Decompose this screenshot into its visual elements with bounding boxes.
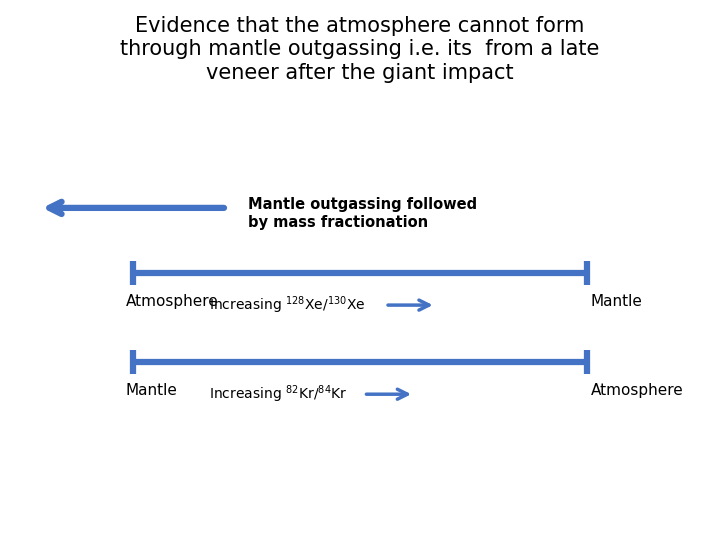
Text: Atmosphere: Atmosphere [590,383,683,399]
Text: Evidence that the atmosphere cannot form
through mantle outgassing i.e. its  fro: Evidence that the atmosphere cannot form… [120,16,600,83]
Text: Atmosphere: Atmosphere [126,294,219,309]
Text: Mantle: Mantle [590,294,642,309]
Text: Mantle outgassing followed
by mass fractionation: Mantle outgassing followed by mass fract… [248,197,477,230]
Text: Increasing $^{128}$Xe/$^{130}$Xe: Increasing $^{128}$Xe/$^{130}$Xe [209,294,365,316]
Text: Increasing $^{82}$Kr/$^{84}$Kr: Increasing $^{82}$Kr/$^{84}$Kr [209,383,347,405]
Text: Mantle: Mantle [126,383,178,399]
